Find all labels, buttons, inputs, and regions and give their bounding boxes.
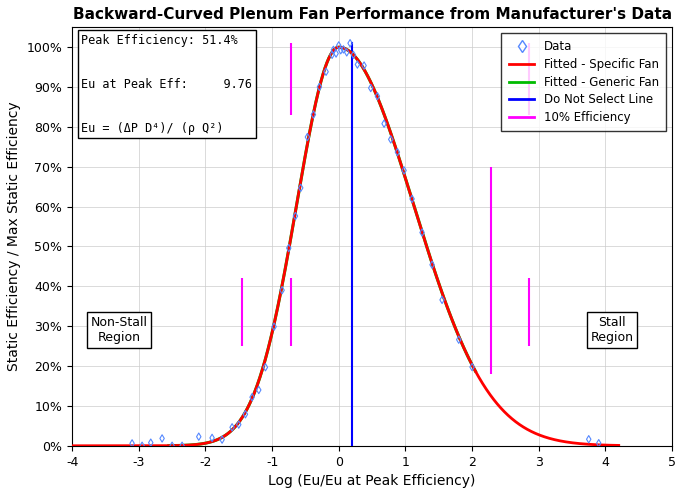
Point	[338, 46, 349, 53]
Point	[320, 68, 331, 76]
Point	[302, 133, 313, 141]
Point	[345, 39, 356, 47]
Point	[207, 434, 218, 442]
Point	[290, 212, 301, 220]
Point	[283, 244, 294, 252]
Point	[406, 195, 417, 203]
Point	[326, 51, 337, 59]
Point	[417, 229, 428, 237]
Point	[331, 50, 342, 57]
Point	[328, 46, 339, 54]
Point	[253, 386, 264, 394]
Point	[583, 435, 594, 443]
Point	[126, 440, 137, 447]
Legend: Data, Fitted - Specific Fan, Fitted - Generic Fan, Do Not Select Line, 10% Effic: Data, Fitted - Specific Fan, Fitted - Ge…	[501, 33, 666, 131]
X-axis label: Log (Eu/Eu at Peak Efficiency): Log (Eu/Eu at Peak Efficiency)	[268, 474, 476, 488]
Y-axis label: Static Efficiency / Max Static Efficiency: Static Efficiency / Max Static Efficienc…	[7, 101, 21, 371]
Point	[314, 83, 325, 91]
Point	[436, 296, 447, 304]
Text: Non-Stall
Region: Non-Stall Region	[90, 316, 148, 344]
Point	[240, 410, 251, 418]
Point	[359, 61, 370, 69]
Point	[137, 442, 148, 450]
Point	[454, 336, 464, 344]
Point	[594, 439, 604, 447]
Point	[342, 49, 352, 56]
Point	[399, 166, 410, 174]
Point	[260, 363, 271, 371]
Point	[234, 421, 245, 429]
Point	[365, 84, 376, 92]
Point	[466, 363, 477, 371]
Point	[352, 60, 363, 68]
Point	[156, 435, 167, 443]
Point	[392, 148, 403, 156]
Point	[277, 286, 288, 294]
Point	[335, 46, 346, 54]
Point	[385, 136, 396, 144]
Point	[427, 261, 438, 269]
Text: Stall
Region: Stall Region	[591, 316, 634, 344]
Point	[268, 323, 279, 331]
Point	[348, 51, 359, 59]
Text: Peak Efficiency: 51.4%

Eu at Peak Eff:     9.76

Eu = (ΔP D⁴)/ (ρ Q²): Peak Efficiency: 51.4% Eu at Peak Eff: 9…	[81, 34, 252, 135]
Point	[247, 393, 257, 401]
Point	[378, 120, 389, 128]
Point	[227, 423, 238, 431]
Point	[333, 42, 344, 50]
Point	[295, 184, 306, 192]
Point	[193, 433, 204, 441]
Point	[145, 439, 156, 446]
Point	[372, 92, 383, 100]
Title: Backward-Curved Plenum Fan Performance from Manufacturer's Data: Backward-Curved Plenum Fan Performance f…	[72, 7, 671, 22]
Point	[217, 436, 227, 444]
Point	[177, 442, 188, 450]
Point	[167, 442, 178, 450]
Point	[308, 110, 319, 118]
